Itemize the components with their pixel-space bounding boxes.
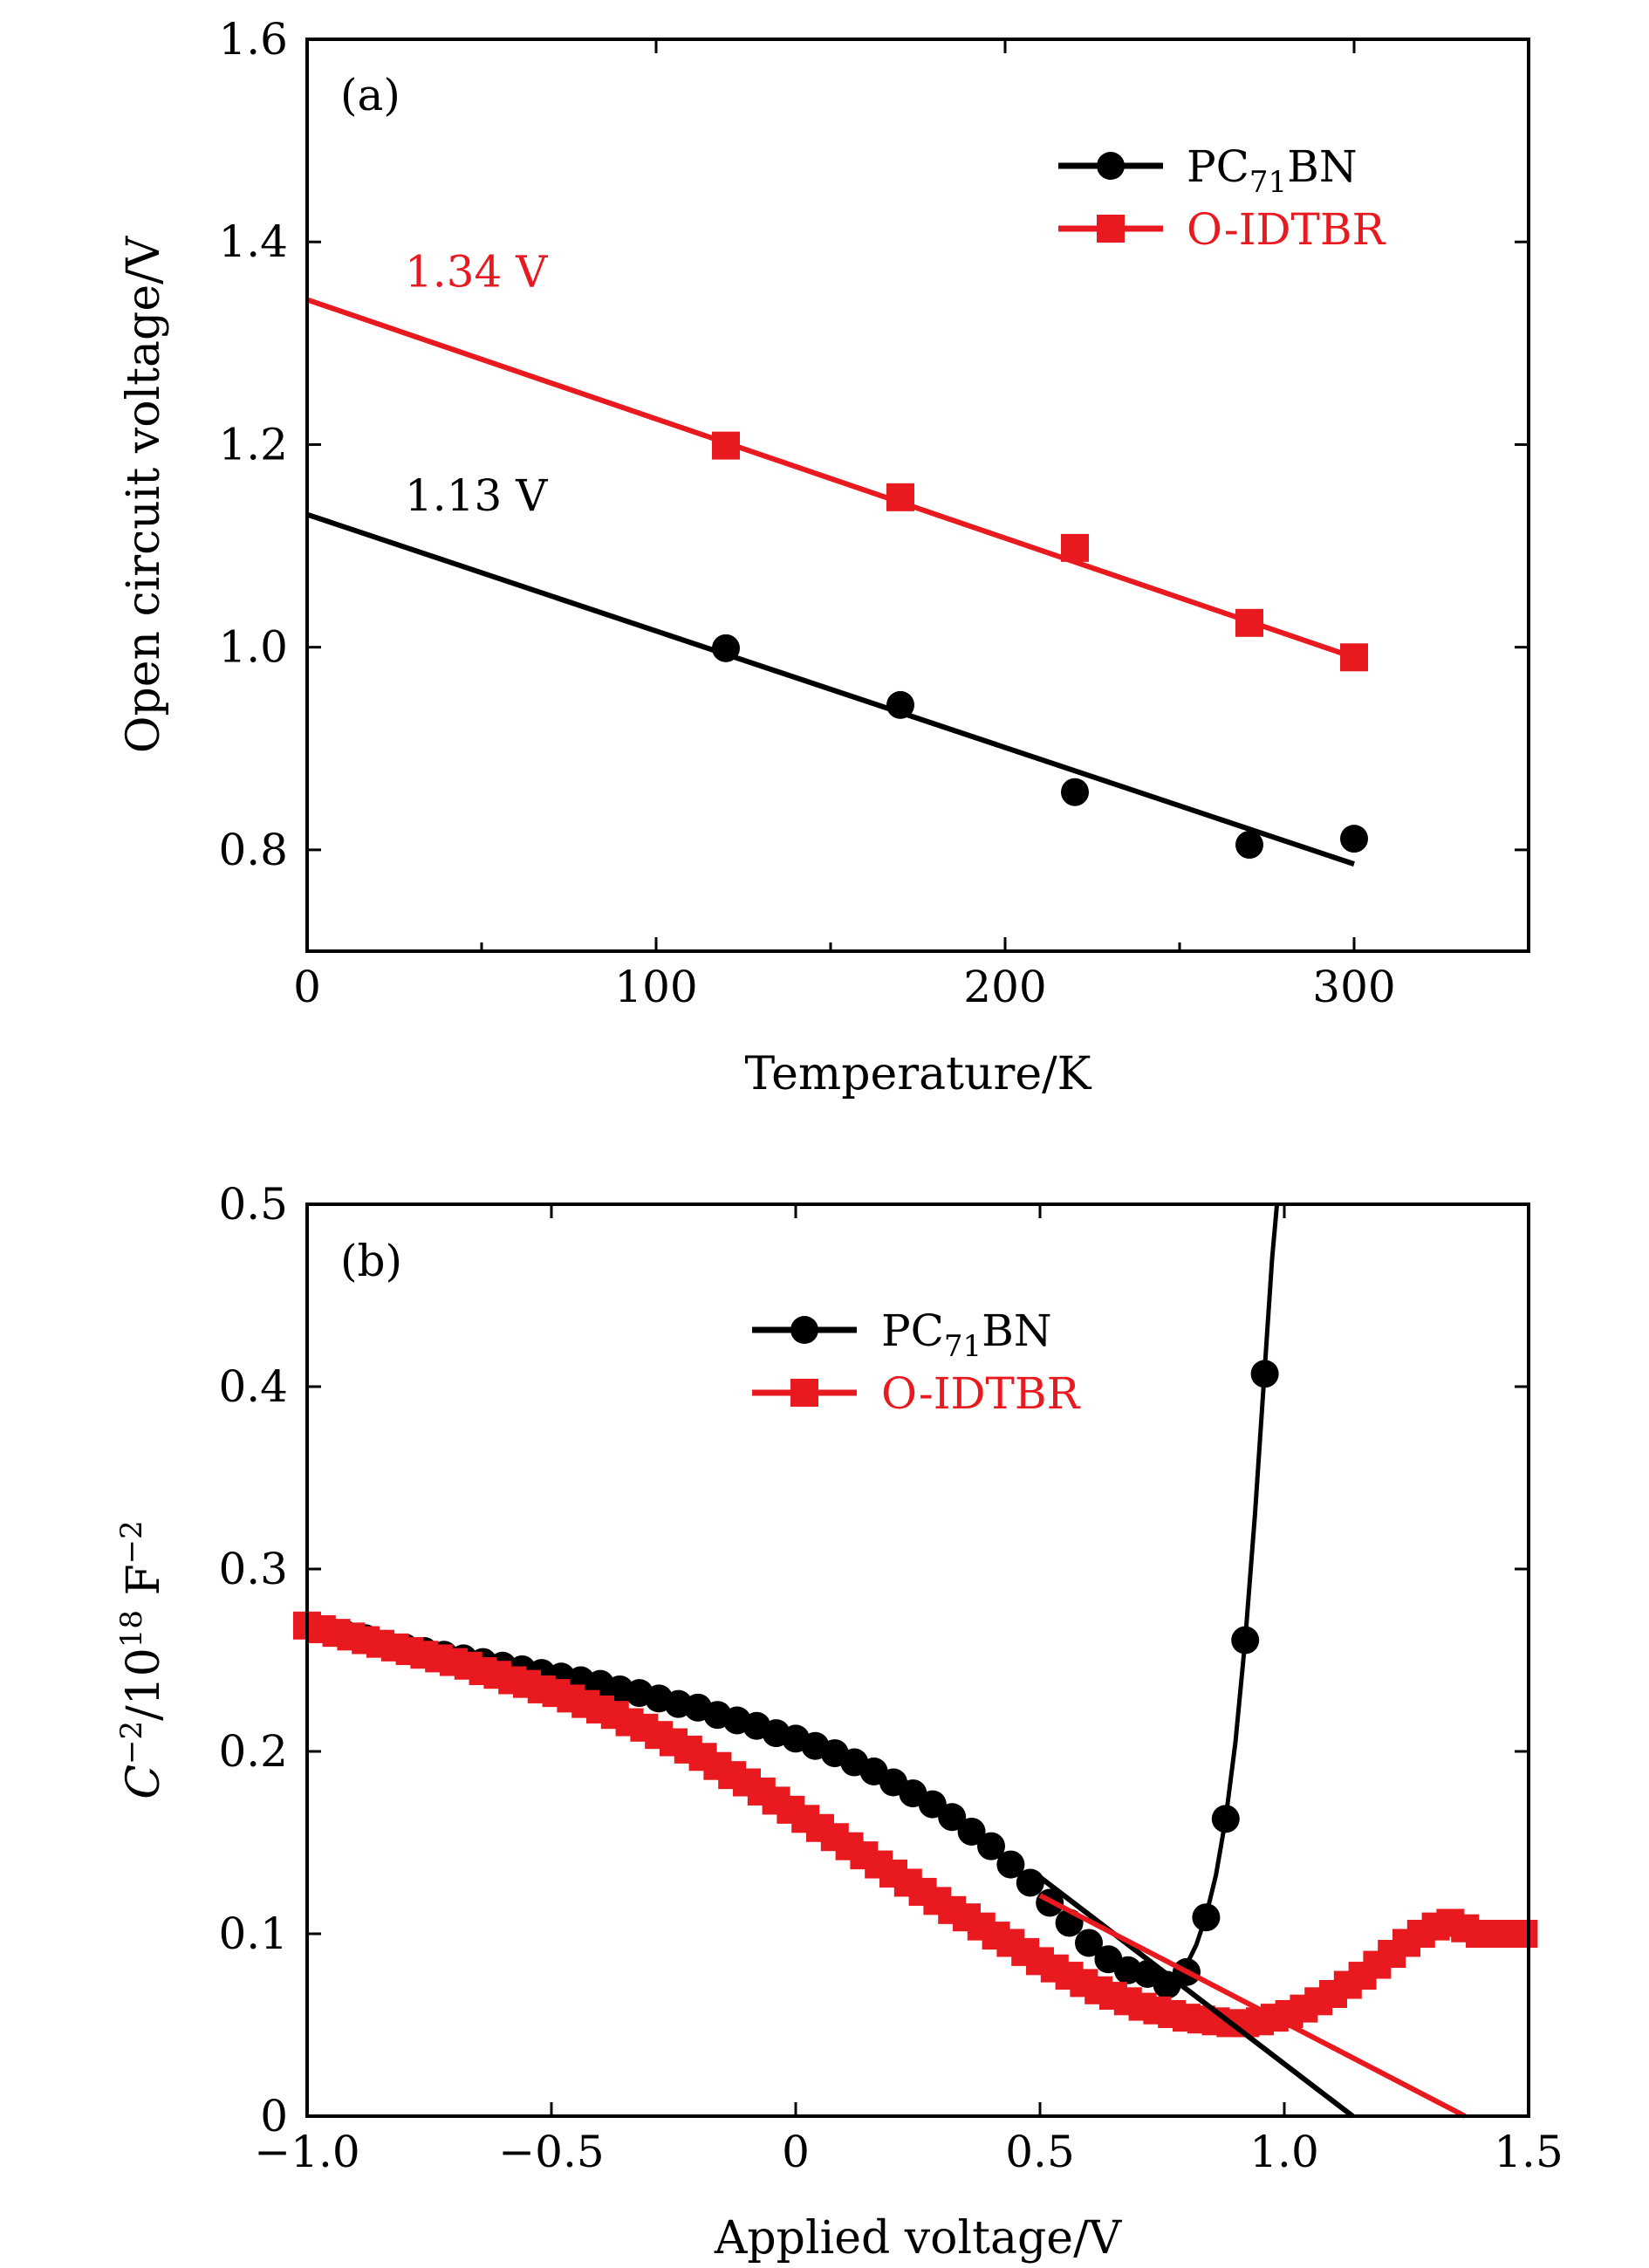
fit-line-pc71bn: [1038, 1874, 1355, 2119]
legend-b-label-pc71bn: PC71BN: [881, 1305, 1052, 1364]
curve-pc71bn: [1166, 1203, 1280, 1987]
y-tick-label: 1.6: [218, 14, 288, 65]
x-tick-label: −0.5: [498, 2127, 604, 2177]
x-tick-label: 200: [963, 962, 1046, 1012]
y-tick-label: 0: [260, 2091, 288, 2141]
x-tick-label: 1.0: [1249, 2127, 1319, 2177]
marker-pc71bn-37: [1016, 1868, 1044, 1897]
y-tick-label: 0.1: [218, 1908, 288, 1959]
y-tick-label: 1.2: [218, 419, 288, 469]
panel-b-plot-frame: [305, 1203, 1530, 2118]
panel-a-y-axis-label: Open circuit voltage/V: [118, 235, 170, 753]
y-tick-label: 0.5: [218, 1179, 288, 1230]
y-tick-label: 0.3: [218, 1544, 288, 1594]
x-tick-label: 300: [1312, 962, 1395, 1012]
panel-a-label: (a): [340, 70, 400, 120]
marker-o-idtbr-83: [1509, 1920, 1538, 1948]
legend-a-label-o-idtbr: O-IDTBR: [1187, 204, 1386, 255]
y-tick-label: 0.8: [218, 825, 288, 875]
y-tick-label: 1.0: [218, 622, 288, 673]
panel-a-annotation-pc71bn: 1.13 V: [405, 470, 548, 521]
marker-pc71bn-0: [712, 634, 740, 662]
legend-a-marker-square: [1097, 215, 1125, 243]
panel-a-x-axis-label: Temperature/K: [744, 1048, 1091, 1100]
marker-pc71bn-47: [1211, 1805, 1240, 1833]
y-tick-label: 1.4: [218, 216, 288, 267]
panel-b-legend: PC71BN O-IDTBR: [752, 1305, 1081, 1419]
x-tick-label: 0: [293, 962, 321, 1012]
x-tick-label: 0: [782, 2127, 810, 2177]
panel-b-x-axis-label: Applied voltage/V: [714, 2212, 1123, 2265]
marker-pc71bn-4: [1340, 825, 1368, 853]
marker-pc71bn-35: [977, 1832, 1005, 1860]
marker-pc71bn-3: [1235, 831, 1263, 860]
panel-a-annotation-o-idtbr: 1.34 V: [405, 246, 548, 297]
x-tick-label: 0.5: [1005, 2127, 1075, 2177]
marker-o-idtbr-0: [712, 431, 740, 460]
x-tick-label: 100: [614, 962, 697, 1012]
fit-line-o-idtbr: [1038, 1893, 1467, 2119]
legend-a-label-pc71bn: PC71BN: [1187, 141, 1358, 200]
marker-o-idtbr-3: [1235, 608, 1263, 637]
legend-a-marker-circle: [1097, 152, 1125, 180]
panel-b-ticks: −1.0 −0.5 0 0.5 1.0 1.5 0 0.1 0.2 0.3 0.4 0.5: [218, 1179, 1563, 2177]
y-tick-label: 0.4: [218, 1361, 288, 1412]
legend-b-label-o-idtbr: O-IDTBR: [881, 1368, 1081, 1419]
fit-line-pc71bn: [306, 511, 1355, 867]
marker-pc71bn-36: [996, 1850, 1025, 1879]
panel-a-temperature-voc: 0 100 200 300 0.8 1.0 1.2 1.4 1.6 (a) 1.34 V 1.1…: [118, 14, 1530, 1100]
panel-b-label: (b): [340, 1236, 402, 1286]
marker-pc71bn-40: [1075, 1929, 1103, 1957]
marker-pc71bn-33: [938, 1803, 967, 1832]
panel-b-y-axis-label: C−2/1018 F−2: [114, 1520, 170, 1799]
fit-line-o-idtbr: [306, 297, 1355, 661]
x-tick-label: 1.5: [1494, 2127, 1563, 2177]
panel-b-capacitance-voltage: −1.0 −0.5 0 0.5 1.0 1.5 0 0.1 0.2 0.3 0.4 0.5 (b) P…: [114, 1179, 1563, 2265]
panel-a-ticks: 0 100 200 300 0.8 1.0 1.2 1.4 1.6: [218, 14, 1529, 1012]
marker-o-idtbr-2: [1061, 533, 1089, 562]
marker-pc71bn-1: [886, 690, 914, 719]
panel-a-plot-frame: [305, 38, 1530, 953]
legend-b-marker-circle: [790, 1316, 818, 1344]
marker-pc71bn-2: [1061, 778, 1089, 806]
marker-o-idtbr-4: [1340, 643, 1368, 672]
marker-pc71bn-49: [1250, 1360, 1279, 1388]
marker-o-idtbr-1: [886, 483, 914, 511]
y-tick-label: 0.2: [218, 1726, 288, 1777]
marker-pc71bn-34: [957, 1817, 986, 1846]
marker-pc71bn-46: [1192, 1903, 1221, 1932]
marker-pc71bn-48: [1231, 1626, 1260, 1655]
legend-b-marker-square: [790, 1379, 818, 1407]
x-tick-label: −1.0: [254, 2127, 359, 2177]
panel-a-legend: PC71BN O-IDTBR: [1058, 141, 1386, 255]
